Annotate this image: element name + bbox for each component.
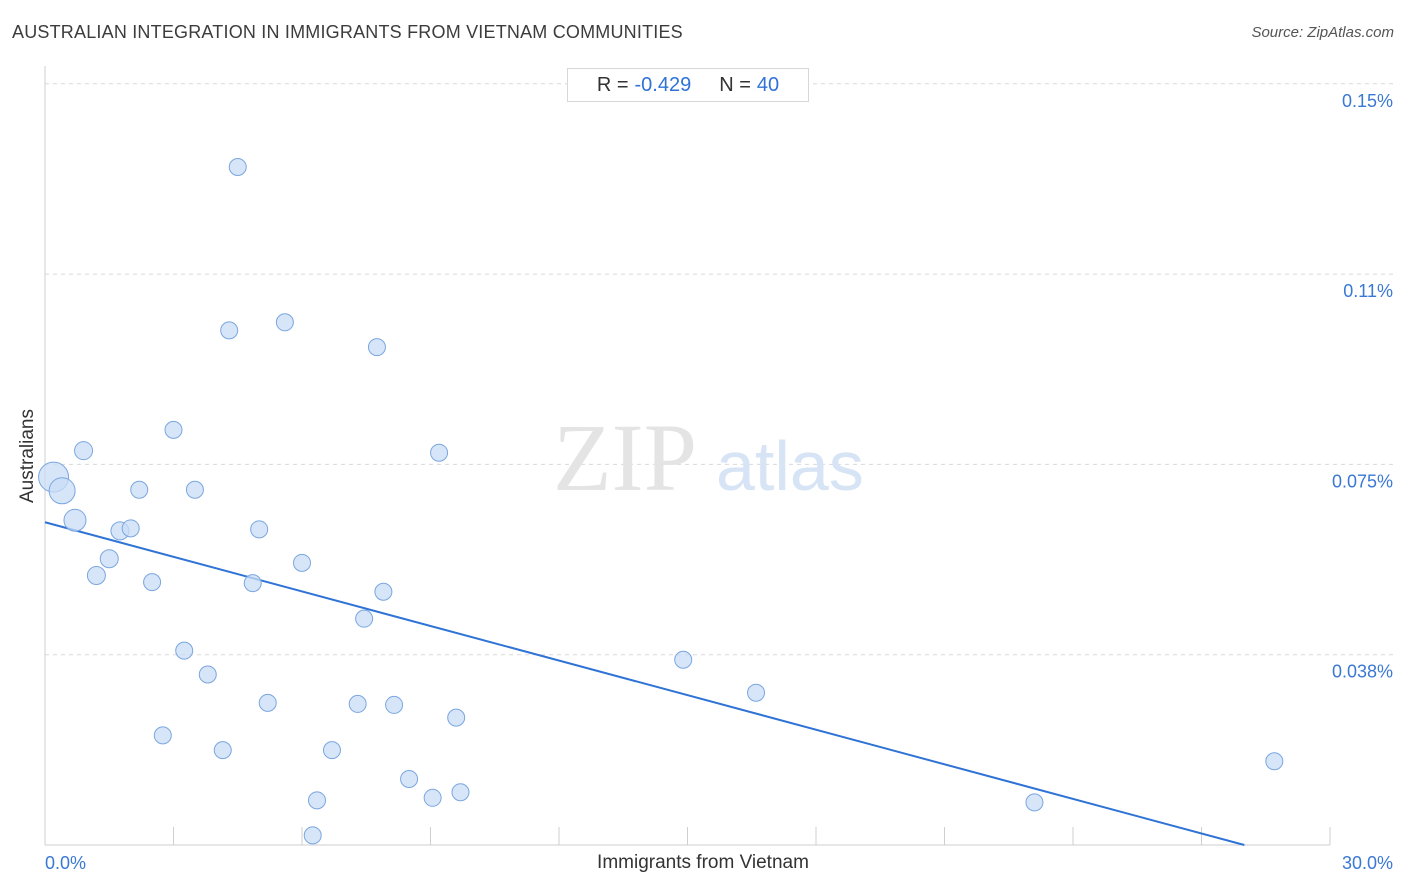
r-label: R = (596, 73, 629, 96)
data-point-30[interactable] (385, 695, 404, 714)
data-point-31[interactable] (400, 770, 419, 789)
y-tick-label-3: 0.15% (1342, 91, 1393, 111)
data-point-9[interactable] (143, 573, 162, 592)
data-point-11[interactable] (164, 420, 183, 439)
data-point-36[interactable] (674, 650, 693, 669)
data-point-20[interactable] (258, 693, 277, 712)
data-point-32[interactable] (423, 788, 442, 807)
y-tick-labels: 0.038% 0.075% 0.11% 0.15% (1332, 91, 1393, 682)
data-point-28[interactable] (367, 338, 386, 357)
data-point-5[interactable] (99, 549, 119, 569)
n-label: N = (719, 73, 751, 96)
data-point-13[interactable] (185, 480, 204, 499)
data-point-12[interactable] (175, 641, 194, 660)
y-axis-label: Australians (17, 409, 38, 503)
source-credit: Source: ZipAtlas.com (1251, 24, 1394, 41)
x-axis-label: Immigrants from Vietnam (597, 852, 809, 873)
data-point-15[interactable] (213, 741, 232, 760)
data-point-39[interactable] (1265, 752, 1284, 771)
trendline (44, 521, 1245, 846)
data-point-24[interactable] (307, 791, 326, 810)
n-value: 40 (756, 73, 780, 96)
y-tick-label-0: 0.038% (1332, 662, 1393, 682)
data-point-37[interactable] (747, 683, 766, 702)
data-point-17[interactable] (228, 157, 247, 176)
data-point-19[interactable] (250, 520, 269, 539)
data-point-8[interactable] (130, 480, 149, 499)
data-point-10[interactable] (153, 726, 172, 745)
x-tick-label-0: 0.0% (45, 853, 86, 873)
data-point-34[interactable] (447, 708, 466, 727)
stats-box: R = -0.429 N = 40 (567, 68, 809, 102)
data-point-23[interactable] (303, 826, 322, 845)
data-point-1[interactable] (48, 477, 76, 505)
data-point-22[interactable] (293, 553, 311, 572)
data-point-38[interactable] (1025, 793, 1044, 812)
data-point-33[interactable] (430, 443, 449, 462)
data-point-7[interactable] (121, 519, 140, 538)
data-point-29[interactable] (374, 582, 393, 601)
data-point-4[interactable] (86, 566, 106, 586)
data-point-21[interactable] (275, 313, 294, 332)
watermark: ZIP atlas (553, 404, 864, 511)
data-points (38, 157, 1284, 845)
data-point-2[interactable] (63, 508, 87, 532)
data-point-14[interactable] (198, 665, 217, 684)
chart-title: AUSTRALIAN INTEGRATION IN IMMIGRANTS FRO… (12, 22, 683, 42)
data-point-27[interactable] (355, 609, 374, 628)
r-value: -0.429 (634, 73, 692, 96)
y-tick-label-2: 0.11% (1343, 281, 1393, 301)
data-point-3[interactable] (74, 441, 94, 461)
x-tick-labels: 0.0% 30.0% (45, 853, 1393, 873)
data-point-35[interactable] (451, 783, 470, 802)
x-tick-label-1: 30.0% (1342, 853, 1393, 873)
data-point-25[interactable] (322, 741, 341, 760)
watermark-atlas: atlas (716, 427, 864, 505)
data-point-16[interactable] (220, 321, 239, 340)
watermark-zip: ZIP (553, 404, 697, 511)
axes (44, 66, 1331, 846)
data-point-18[interactable] (243, 574, 262, 593)
grid-lines (45, 83, 1394, 656)
trendline-group (44, 521, 1245, 846)
y-tick-label-1: 0.075% (1332, 471, 1393, 491)
data-point-26[interactable] (348, 694, 367, 713)
